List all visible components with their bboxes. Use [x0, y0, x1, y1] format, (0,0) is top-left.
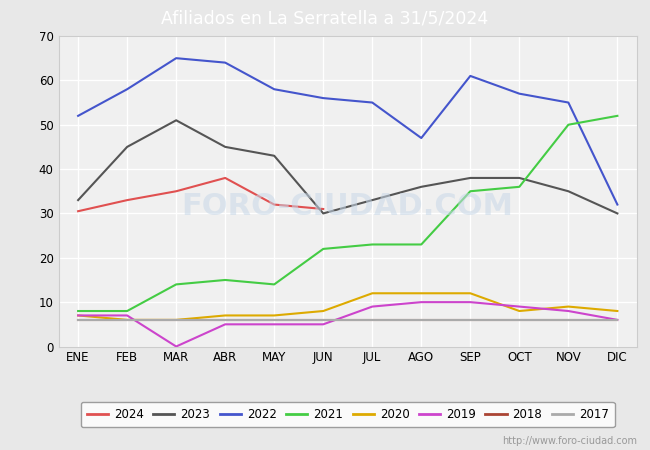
Text: http://www.foro-ciudad.com: http://www.foro-ciudad.com — [502, 436, 637, 446]
Legend: 2024, 2023, 2022, 2021, 2020, 2019, 2018, 2017: 2024, 2023, 2022, 2021, 2020, 2019, 2018… — [81, 402, 615, 427]
Text: FORO-CIUDAD.COM: FORO-CIUDAD.COM — [182, 192, 514, 221]
Text: Afiliados en La Serratella a 31/5/2024: Afiliados en La Serratella a 31/5/2024 — [161, 9, 489, 27]
